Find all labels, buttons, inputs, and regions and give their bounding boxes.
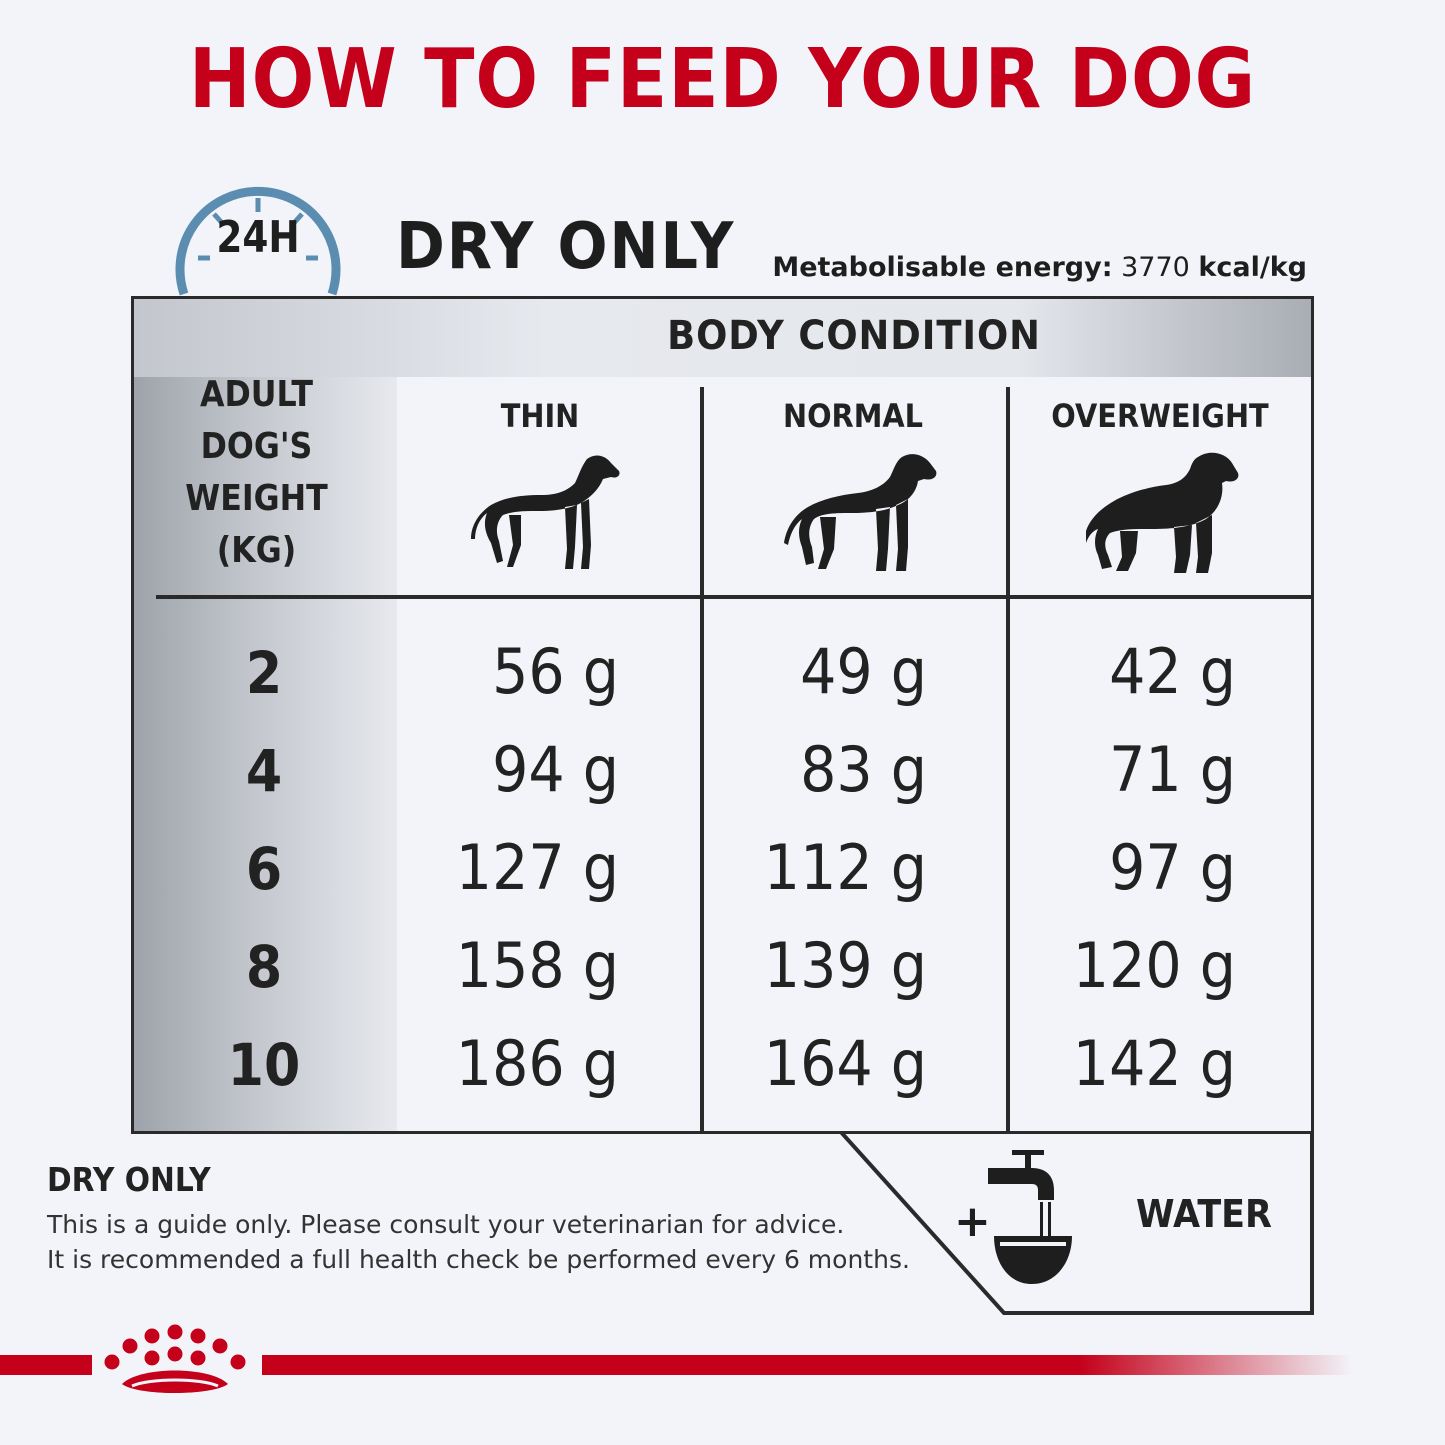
row-weight: 10 xyxy=(227,1031,301,1099)
weight-header-line: (KG) xyxy=(216,530,297,571)
row-weight: 8 xyxy=(245,933,283,1001)
cell-thin: 56 g xyxy=(492,635,619,708)
tap-bowl-icon xyxy=(988,1150,1072,1284)
row-weight: 4 xyxy=(245,737,283,805)
note-title: DRY ONLY xyxy=(47,1160,211,1199)
plus-sign: + xyxy=(954,1196,991,1247)
energy-unit: kcal/kg xyxy=(1198,252,1307,283)
cell-normal: 83 g xyxy=(800,733,927,806)
cell-overweight: 120 g xyxy=(1072,929,1236,1002)
body-condition-band xyxy=(134,299,1311,377)
cell-normal: 164 g xyxy=(763,1027,927,1100)
column-header-thin: THIN xyxy=(500,397,580,435)
footer-red-line xyxy=(0,1355,92,1375)
column-header-normal: NORMAL xyxy=(782,397,924,435)
column-header-overweight: OVERWEIGHT xyxy=(1051,397,1269,435)
royal-crown-logo xyxy=(104,1324,246,1393)
row-weight: 2 xyxy=(245,639,283,707)
cell-normal: 112 g xyxy=(763,831,927,904)
clock-label: 24H xyxy=(216,212,300,263)
note-line-2: It is recommended a full health check be… xyxy=(47,1245,910,1274)
row-weight: 6 xyxy=(245,835,283,903)
cell-overweight: 142 g xyxy=(1072,1027,1236,1100)
energy-label: Metabolisable energy: xyxy=(772,252,1113,283)
weight-header-line: ADULT xyxy=(199,374,314,415)
body-condition-label: BODY CONDITION xyxy=(667,313,1041,359)
weight-header-line: DOG'S xyxy=(200,426,313,467)
energy-value: 3770 xyxy=(1121,252,1190,283)
cell-thin: 186 g xyxy=(455,1027,619,1100)
normal-dog-icon xyxy=(784,454,937,571)
energy-info: Metabolisable energy: 3770 kcal/kg xyxy=(772,252,1307,283)
clock-24h-icon: 24H xyxy=(172,182,344,300)
weight-column-band xyxy=(134,299,397,1131)
weight-header: ADULT DOG'S WEIGHT (KG) xyxy=(149,369,365,577)
weight-header-line: WEIGHT xyxy=(185,478,328,519)
section-heading: DRY ONLY xyxy=(396,210,736,284)
cell-normal: 49 g xyxy=(800,635,927,708)
cell-overweight: 97 g xyxy=(1109,831,1236,904)
column-divider xyxy=(700,387,704,1131)
cell-thin: 127 g xyxy=(455,831,619,904)
cell-overweight: 71 g xyxy=(1109,733,1236,806)
water-label: WATER xyxy=(1136,1192,1272,1236)
cell-normal: 139 g xyxy=(763,929,927,1002)
water-box xyxy=(838,1129,1315,1317)
cell-thin: 158 g xyxy=(455,929,619,1002)
feeding-table: BODY CONDITION ADULT DOG'S WEIGHT (KG) T… xyxy=(131,296,1314,1134)
page-title: HOW TO FEED YOUR DOG xyxy=(188,32,1257,127)
thin-dog-icon xyxy=(471,455,620,569)
cell-overweight: 42 g xyxy=(1109,635,1236,708)
note-line-1: This is a guide only. Please consult you… xyxy=(47,1210,845,1239)
header-divider xyxy=(156,595,1311,599)
cell-thin: 94 g xyxy=(492,733,619,806)
footer-red-line xyxy=(262,1355,1352,1375)
overweight-dog-icon xyxy=(1086,452,1239,573)
column-divider xyxy=(1006,387,1010,1131)
